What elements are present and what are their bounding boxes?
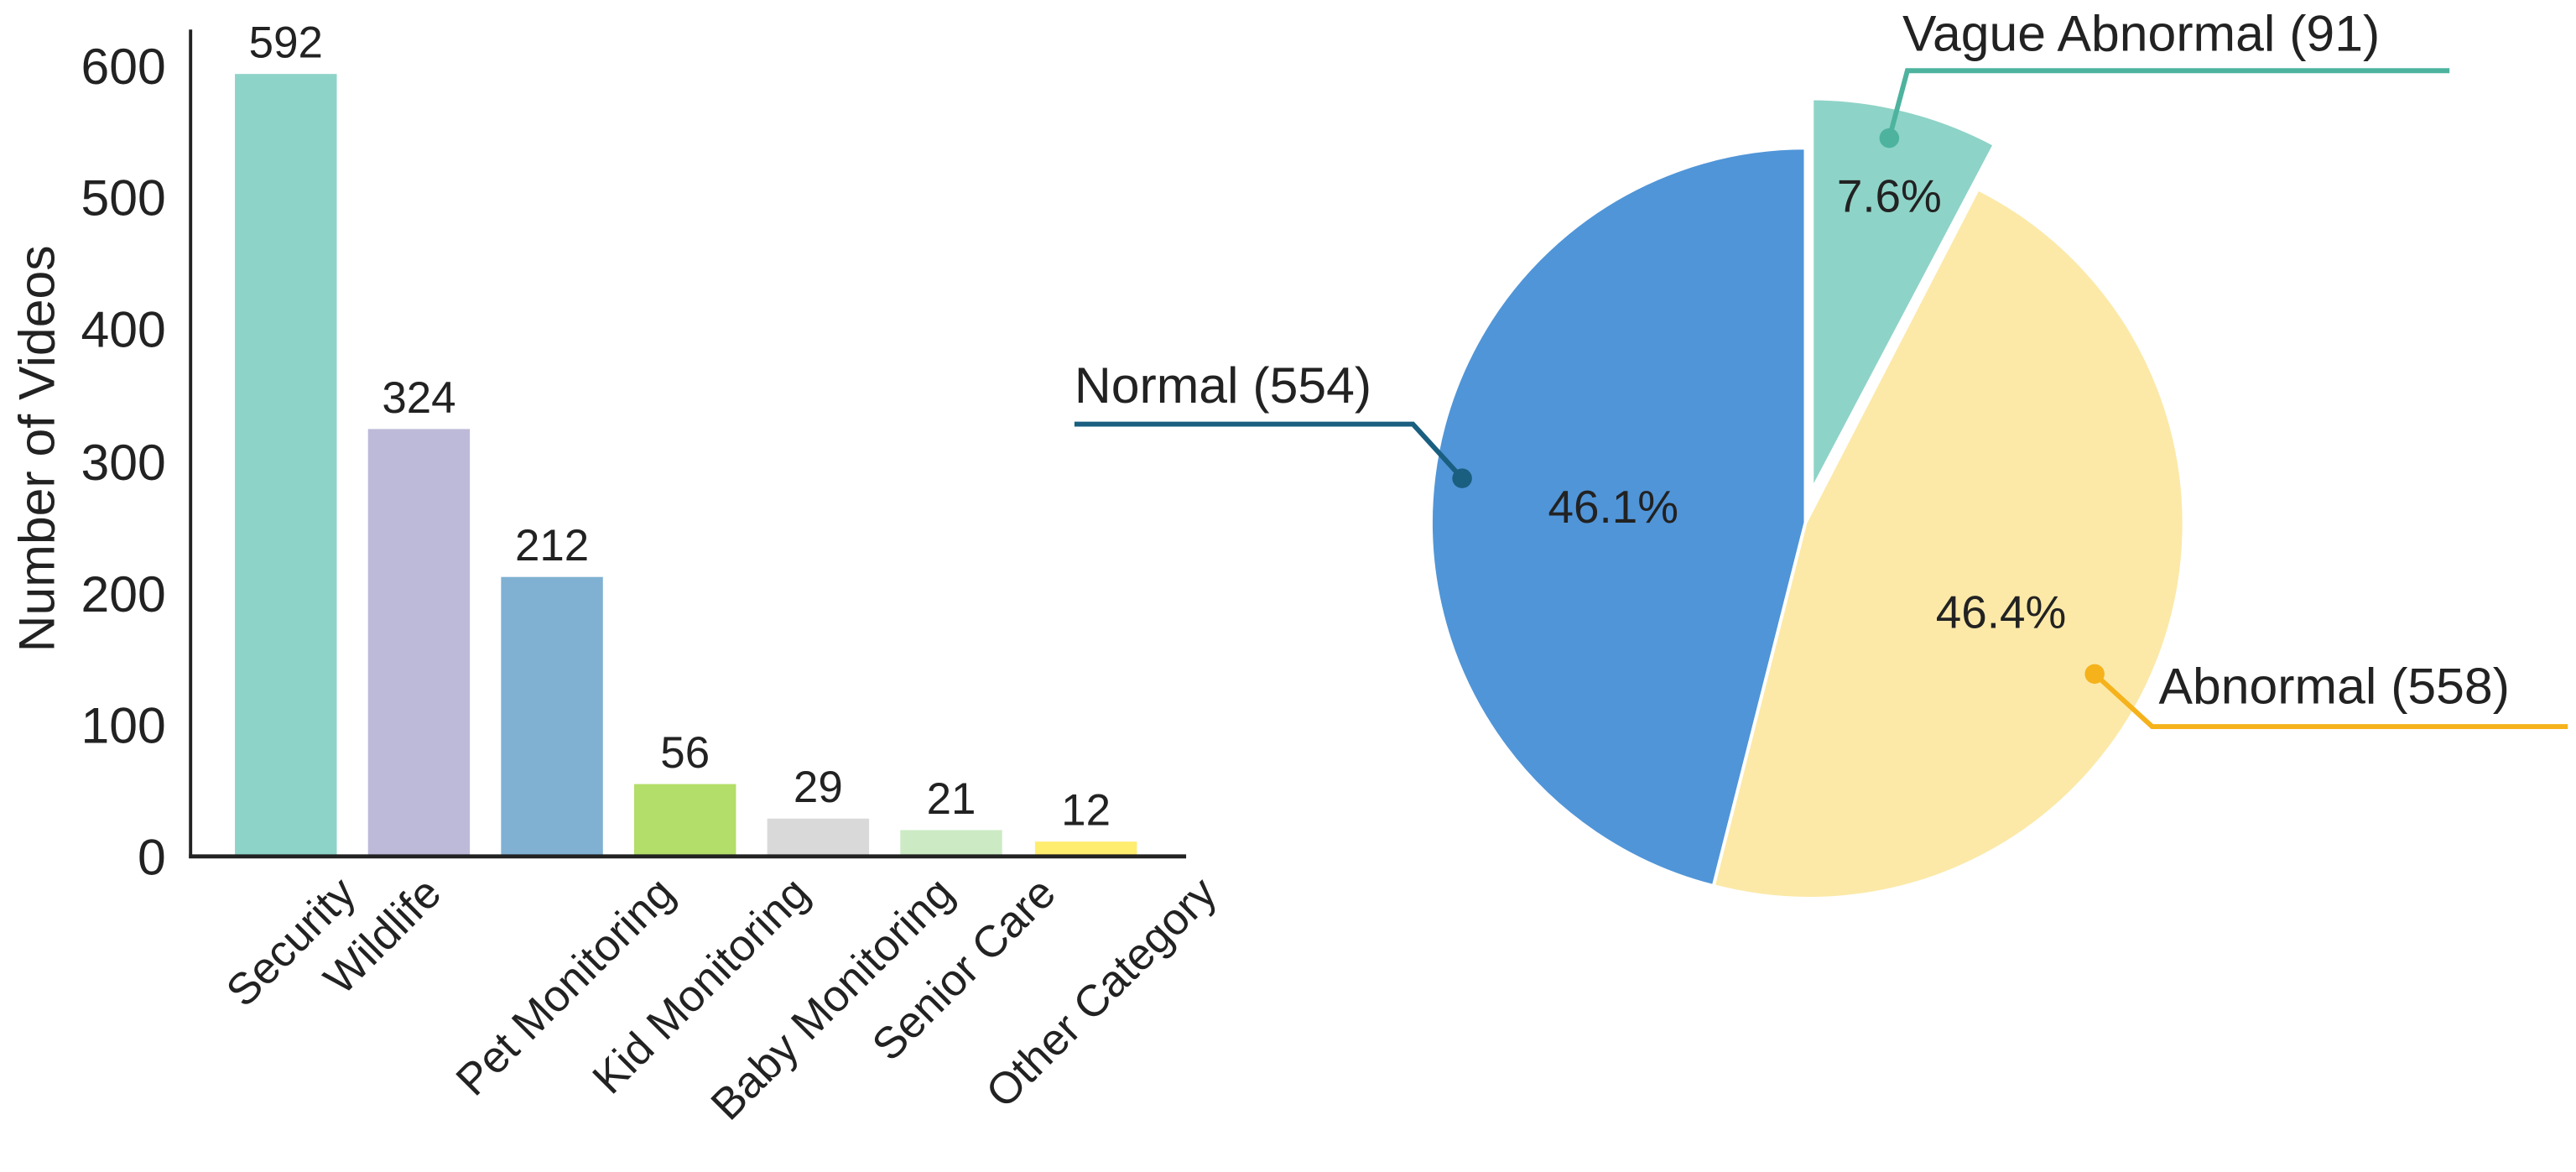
pie-slice-abnormal bbox=[1711, 186, 2186, 900]
pie-label-abnormal: Abnormal (558) bbox=[2159, 658, 2510, 715]
pie-pct-abnormal: 46.4% bbox=[1936, 586, 2066, 638]
bar-value-label: 12 bbox=[1061, 786, 1111, 836]
pie-label-normal: Normal (554) bbox=[1075, 357, 1371, 414]
bars bbox=[235, 74, 1137, 857]
bar-security bbox=[235, 74, 337, 857]
y-tick: 400 bbox=[81, 300, 166, 357]
bar-value-label: 29 bbox=[794, 763, 843, 812]
bar-pet-monitoring bbox=[501, 576, 603, 857]
pie-slice-vague-abnormal bbox=[1810, 96, 1997, 491]
bar-value-labels: 592 324 212 56 29 21 12 bbox=[249, 18, 1111, 836]
bar-senior-care bbox=[900, 830, 1002, 857]
bar-chart: Number of Videos 0 100 200 300 400 500 6… bbox=[8, 18, 1226, 1130]
bar-wildlife bbox=[367, 429, 471, 857]
y-tick: 300 bbox=[81, 434, 166, 491]
y-ticks: 0 100 200 300 400 500 600 bbox=[81, 38, 166, 885]
pie-slice-normal bbox=[1429, 146, 1808, 888]
pie-leader-normal: Normal (554) bbox=[1074, 357, 1472, 488]
pie-label-vague-abnormal: Vague Abnormal (91) bbox=[1902, 5, 2380, 62]
y-tick: 100 bbox=[81, 697, 166, 754]
bar-baby-monitoring bbox=[767, 818, 870, 857]
pie-pct-normal: 46.1% bbox=[1548, 481, 1678, 533]
bar-value-label: 21 bbox=[927, 774, 976, 824]
x-ticks: Security Wildlife Pet Monitoring Kid Mon… bbox=[217, 867, 1226, 1129]
pie-pct-vague-abnormal: 7.6% bbox=[1837, 170, 1942, 222]
y-axis-label: Number of Videos bbox=[8, 245, 65, 652]
bar-value-label: 212 bbox=[515, 521, 589, 570]
bar-value-label: 56 bbox=[660, 728, 710, 778]
bar-kid-monitoring bbox=[633, 784, 736, 857]
bar-value-label: 324 bbox=[382, 373, 455, 423]
pie-leader-abnormal: Abnormal (558) bbox=[2084, 658, 2568, 729]
y-tick: 0 bbox=[138, 828, 166, 885]
y-tick: 600 bbox=[81, 38, 166, 95]
y-tick: 200 bbox=[81, 565, 166, 622]
y-tick: 500 bbox=[81, 169, 166, 227]
pie-leader-vague-abnormal: Vague Abnormal (91) bbox=[1879, 5, 2450, 148]
pie-chart: 7.6% 46.1% 46.4% Vague Abnormal (91) Nor… bbox=[1074, 5, 2568, 900]
bar-value-label: 592 bbox=[249, 18, 323, 68]
bar-other-category bbox=[1034, 841, 1137, 857]
